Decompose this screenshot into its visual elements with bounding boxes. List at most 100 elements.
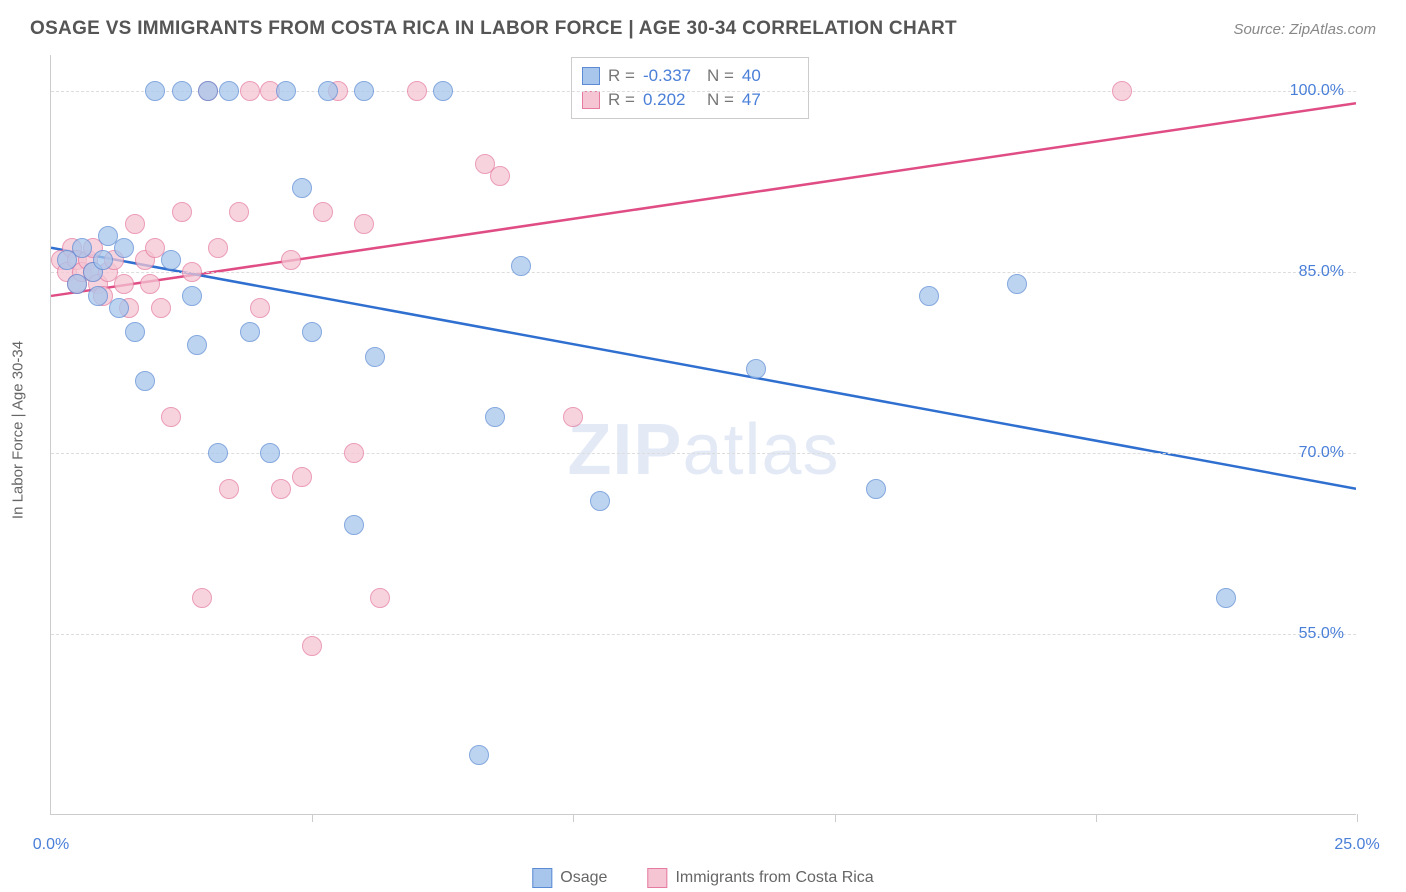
- stats-box: R = -0.337 N = 40 R = 0.202 N = 47: [571, 57, 809, 119]
- y-tick-label: 55.0%: [1299, 625, 1344, 643]
- scatter-point-osage: [746, 359, 766, 379]
- scatter-point-osage: [354, 81, 374, 101]
- scatter-point-costarica: [140, 274, 160, 294]
- x-tick: [1096, 814, 1097, 822]
- scatter-point-costarica: [240, 81, 260, 101]
- scatter-point-costarica: [302, 636, 322, 656]
- scatter-point-osage: [318, 81, 338, 101]
- scatter-point-osage: [208, 443, 228, 463]
- scatter-point-costarica: [229, 202, 249, 222]
- scatter-point-costarica: [344, 443, 364, 463]
- scatter-point-costarica: [192, 588, 212, 608]
- scatter-point-osage: [344, 515, 364, 535]
- legend-swatch-costarica: [647, 868, 667, 888]
- stats-r-label-1: R =: [608, 66, 635, 86]
- scatter-point-osage: [511, 256, 531, 276]
- stats-n-value-2: 47: [742, 90, 798, 110]
- bottom-legend: Osage Immigrants from Costa Rica: [532, 868, 873, 888]
- scatter-point-costarica: [1112, 81, 1132, 101]
- scatter-point-osage: [433, 81, 453, 101]
- stats-r-value-1: -0.337: [643, 66, 699, 86]
- stats-row-1: R = -0.337 N = 40: [582, 64, 798, 88]
- gridline-horizontal: [51, 634, 1356, 635]
- scatter-point-costarica: [182, 262, 202, 282]
- scatter-point-osage: [161, 250, 181, 270]
- scatter-point-costarica: [313, 202, 333, 222]
- scatter-point-osage: [187, 335, 207, 355]
- scatter-point-costarica: [407, 81, 427, 101]
- scatter-point-osage: [125, 322, 145, 342]
- stats-r-label-2: R =: [608, 90, 635, 110]
- scatter-point-osage: [365, 347, 385, 367]
- x-tick: [573, 814, 574, 822]
- scatter-point-osage: [198, 81, 218, 101]
- scatter-point-osage: [292, 178, 312, 198]
- legend-label-osage: Osage: [560, 869, 607, 887]
- scatter-point-osage: [72, 238, 92, 258]
- scatter-point-costarica: [219, 479, 239, 499]
- x-tick: [835, 814, 836, 822]
- scatter-point-osage: [114, 238, 134, 258]
- y-tick-label: 100.0%: [1290, 82, 1344, 100]
- scatter-point-osage: [109, 298, 129, 318]
- x-tick: [312, 814, 313, 822]
- scatter-point-osage: [88, 286, 108, 306]
- legend-item-osage: Osage: [532, 868, 607, 888]
- y-axis-title: In Labor Force | Age 30-34: [10, 341, 27, 519]
- scatter-point-osage: [590, 491, 610, 511]
- watermark-zip: ZIP: [567, 410, 682, 490]
- scatter-point-osage: [1216, 588, 1236, 608]
- stats-n-label-1: N =: [707, 66, 734, 86]
- scatter-point-osage: [919, 286, 939, 306]
- scatter-point-osage: [240, 322, 260, 342]
- scatter-point-osage: [172, 81, 192, 101]
- legend-item-costarica: Immigrants from Costa Rica: [647, 868, 873, 888]
- x-tick: [1357, 814, 1358, 822]
- scatter-point-osage: [276, 81, 296, 101]
- stats-swatch-osage: [582, 67, 600, 85]
- scatter-point-costarica: [354, 214, 374, 234]
- scatter-point-costarica: [114, 274, 134, 294]
- scatter-point-osage: [866, 479, 886, 499]
- scatter-point-costarica: [125, 214, 145, 234]
- stats-n-value-1: 40: [742, 66, 798, 86]
- stats-n-label-2: N =: [707, 90, 734, 110]
- gridline-horizontal: [51, 272, 1356, 273]
- legend-swatch-osage: [532, 868, 552, 888]
- scatter-point-costarica: [370, 588, 390, 608]
- watermark-atlas: atlas: [682, 410, 839, 490]
- chart-title: OSAGE VS IMMIGRANTS FROM COSTA RICA IN L…: [30, 18, 957, 40]
- scatter-point-costarica: [490, 166, 510, 186]
- scatter-point-costarica: [151, 298, 171, 318]
- source-label: Source: ZipAtlas.com: [1233, 21, 1376, 38]
- scatter-point-osage: [93, 250, 113, 270]
- scatter-point-costarica: [161, 407, 181, 427]
- scatter-point-costarica: [208, 238, 228, 258]
- scatter-point-costarica: [292, 467, 312, 487]
- scatter-point-osage: [485, 407, 505, 427]
- y-tick-label: 70.0%: [1299, 444, 1344, 462]
- scatter-point-costarica: [563, 407, 583, 427]
- scatter-point-osage: [302, 322, 322, 342]
- x-max-label: 25.0%: [1334, 836, 1379, 854]
- y-tick-label: 85.0%: [1299, 263, 1344, 281]
- scatter-point-osage: [260, 443, 280, 463]
- watermark: ZIPatlas: [567, 409, 839, 491]
- stats-r-value-2: 0.202: [643, 90, 699, 110]
- stats-swatch-costarica: [582, 91, 600, 109]
- scatter-point-costarica: [172, 202, 192, 222]
- x-min-label: 0.0%: [33, 836, 69, 854]
- scatter-point-osage: [469, 745, 489, 765]
- trend-lines-svg: [51, 55, 1356, 814]
- scatter-point-costarica: [281, 250, 301, 270]
- legend-label-costarica: Immigrants from Costa Rica: [675, 869, 873, 887]
- gridline-horizontal: [51, 453, 1356, 454]
- scatter-point-osage: [135, 371, 155, 391]
- scatter-point-costarica: [271, 479, 291, 499]
- trend-line: [51, 103, 1356, 296]
- scatter-point-osage: [219, 81, 239, 101]
- scatter-point-osage: [182, 286, 202, 306]
- scatter-point-costarica: [250, 298, 270, 318]
- chart-plot-area: ZIPatlas R = -0.337 N = 40 R = 0.202 N =…: [50, 55, 1356, 815]
- scatter-point-osage: [1007, 274, 1027, 294]
